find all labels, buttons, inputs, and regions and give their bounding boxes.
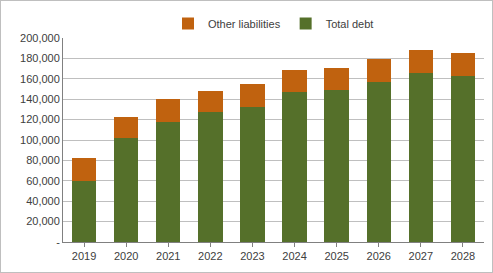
svg-text:120,000: 120,000 xyxy=(20,113,60,125)
svg-text:Total debt: Total debt xyxy=(326,18,374,30)
svg-text:180,000: 180,000 xyxy=(20,52,60,64)
svg-text:-: - xyxy=(56,236,60,248)
svg-text:2021: 2021 xyxy=(156,250,180,262)
svg-text:2020: 2020 xyxy=(114,250,138,262)
svg-text:20,000: 20,000 xyxy=(26,215,60,227)
svg-text:2023: 2023 xyxy=(240,250,264,262)
svg-text:2019: 2019 xyxy=(72,250,96,262)
svg-text:100,000: 100,000 xyxy=(20,134,60,146)
svg-text:200,000: 200,000 xyxy=(20,32,60,44)
svg-text:2026: 2026 xyxy=(367,250,391,262)
svg-text:2024: 2024 xyxy=(282,250,306,262)
svg-text:2022: 2022 xyxy=(198,250,222,262)
svg-text:Other liabilities: Other liabilities xyxy=(208,18,281,30)
svg-text:2028: 2028 xyxy=(451,250,475,262)
svg-text:80,000: 80,000 xyxy=(26,154,60,166)
svg-text:2027: 2027 xyxy=(409,250,433,262)
svg-text:160,000: 160,000 xyxy=(20,73,60,85)
svg-text:2025: 2025 xyxy=(324,250,348,262)
svg-text:40,000: 40,000 xyxy=(26,195,60,207)
svg-text:140,000: 140,000 xyxy=(20,93,60,105)
svg-text:60,000: 60,000 xyxy=(26,175,60,187)
